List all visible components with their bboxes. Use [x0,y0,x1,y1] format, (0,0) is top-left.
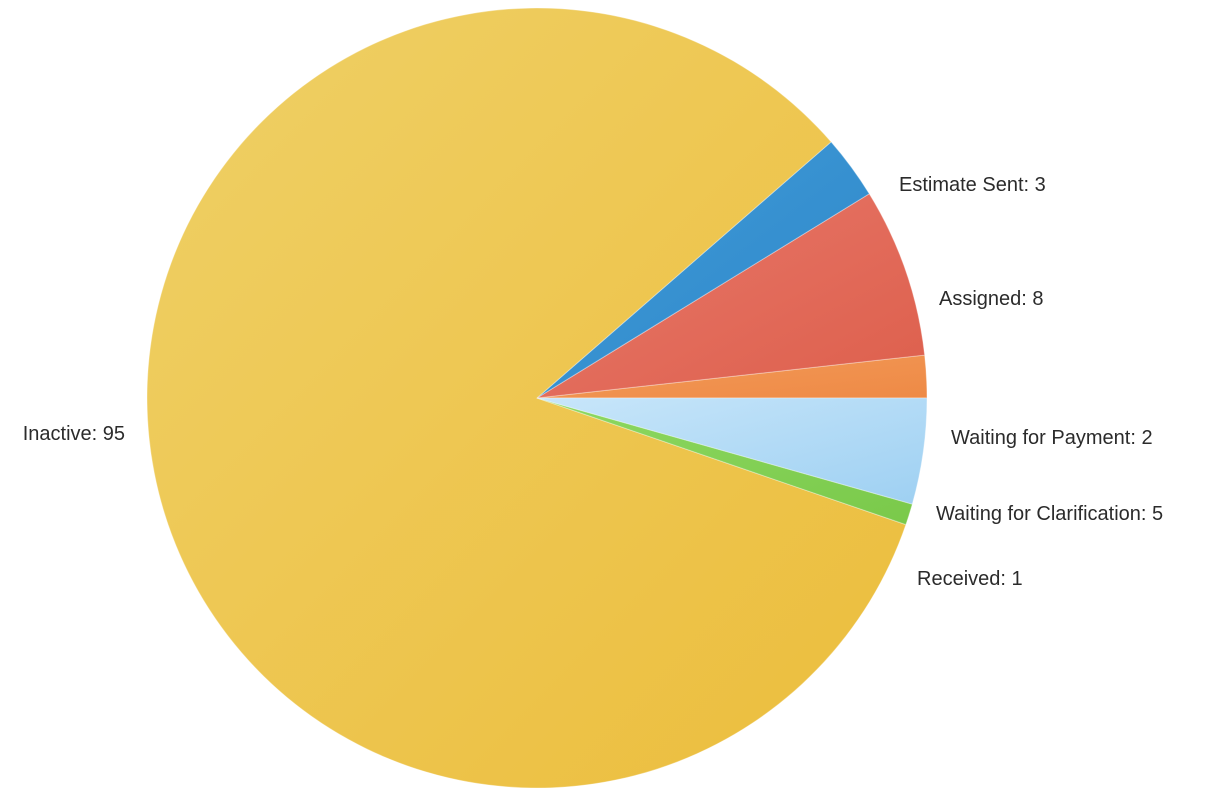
pie-slice-inactive [146,7,907,789]
pie-labels: Waiting for Payment: 2 Assigned: 8 Estimat… [23,174,1163,590]
pie-slice-waiting-for-clarification [536,397,928,505]
pie-label-waiting-for-payment: Waiting for Payment: 2 [951,427,1153,449]
pie-label-assigned: Assigned: 8 [939,288,1044,310]
pie-label-inactive: Inactive: 95 [23,423,125,445]
pie-label-waiting-for-clarification: Waiting for Clarification: 5 [936,503,1163,525]
pie-label-received: Received: 1 [917,568,1023,590]
pie-label-estimate-sent: Estimate Sent: 3 [899,174,1046,196]
pie-slice-waiting-for-payment [536,354,928,399]
pie-slices [146,7,928,789]
pie-slice-received [536,397,913,526]
pie-slice-assigned [536,193,926,399]
pie-slice-estimate-sent [536,141,870,399]
